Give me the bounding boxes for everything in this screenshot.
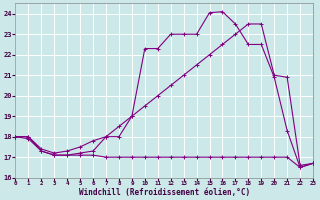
X-axis label: Windchill (Refroidissement éolien,°C): Windchill (Refroidissement éolien,°C) — [79, 188, 250, 197]
